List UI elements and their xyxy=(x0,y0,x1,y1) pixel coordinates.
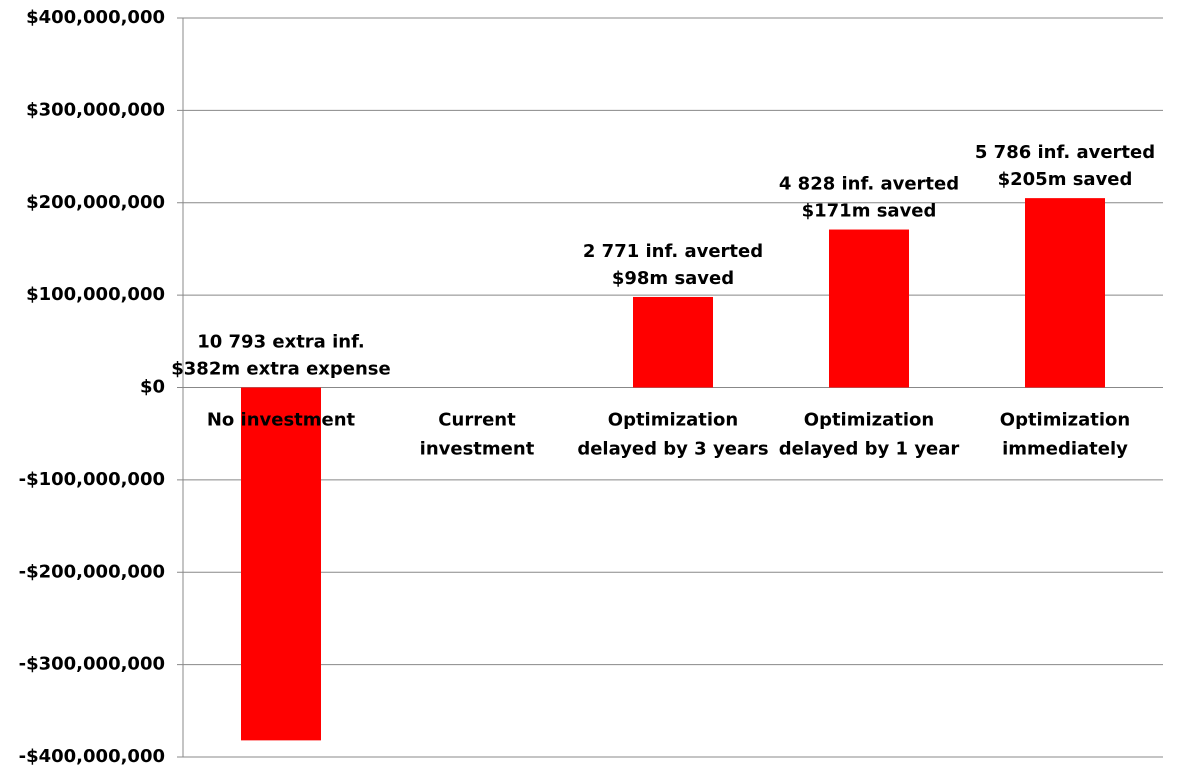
x-tick-label: delayed by 3 years xyxy=(577,439,768,460)
x-tick-label: Optimization xyxy=(608,410,738,431)
value-label: 2 771 inf. averted xyxy=(583,241,763,262)
y-tick-label: $0 xyxy=(140,377,165,398)
y-tick-label: -$100,000,000 xyxy=(19,469,165,490)
bar xyxy=(1025,198,1105,388)
value-label: $205m saved xyxy=(998,169,1133,190)
value-label: 10 793 extra inf. xyxy=(197,332,365,353)
y-tick-label: $200,000,000 xyxy=(26,192,165,213)
value-label: $171m saved xyxy=(802,201,937,222)
bar xyxy=(829,229,909,388)
x-tick-label: Optimization xyxy=(804,410,934,431)
y-tick-label: -$400,000,000 xyxy=(19,746,165,767)
y-tick-label: $300,000,000 xyxy=(26,99,165,120)
value-label: $98m saved xyxy=(612,268,734,289)
x-tick-label: No investment xyxy=(207,410,356,431)
x-tick-label: Optimization xyxy=(1000,410,1130,431)
y-tick-label: $100,000,000 xyxy=(26,284,165,305)
bar xyxy=(241,387,321,741)
x-tick-label: Current xyxy=(438,410,516,431)
value-label: $382m extra expense xyxy=(171,359,390,380)
y-tick-label: -$200,000,000 xyxy=(19,561,165,582)
x-tick-label: investment xyxy=(420,439,535,460)
y-tick-label: $400,000,000 xyxy=(26,7,165,28)
value-label: 5 786 inf. averted xyxy=(975,142,1155,163)
x-tick-label: delayed by 1 year xyxy=(779,439,960,460)
bar xyxy=(633,296,713,388)
y-tick-label: -$300,000,000 xyxy=(19,654,165,675)
x-tick-label: immediately xyxy=(1002,439,1128,460)
value-label: 4 828 inf. averted xyxy=(779,174,959,195)
